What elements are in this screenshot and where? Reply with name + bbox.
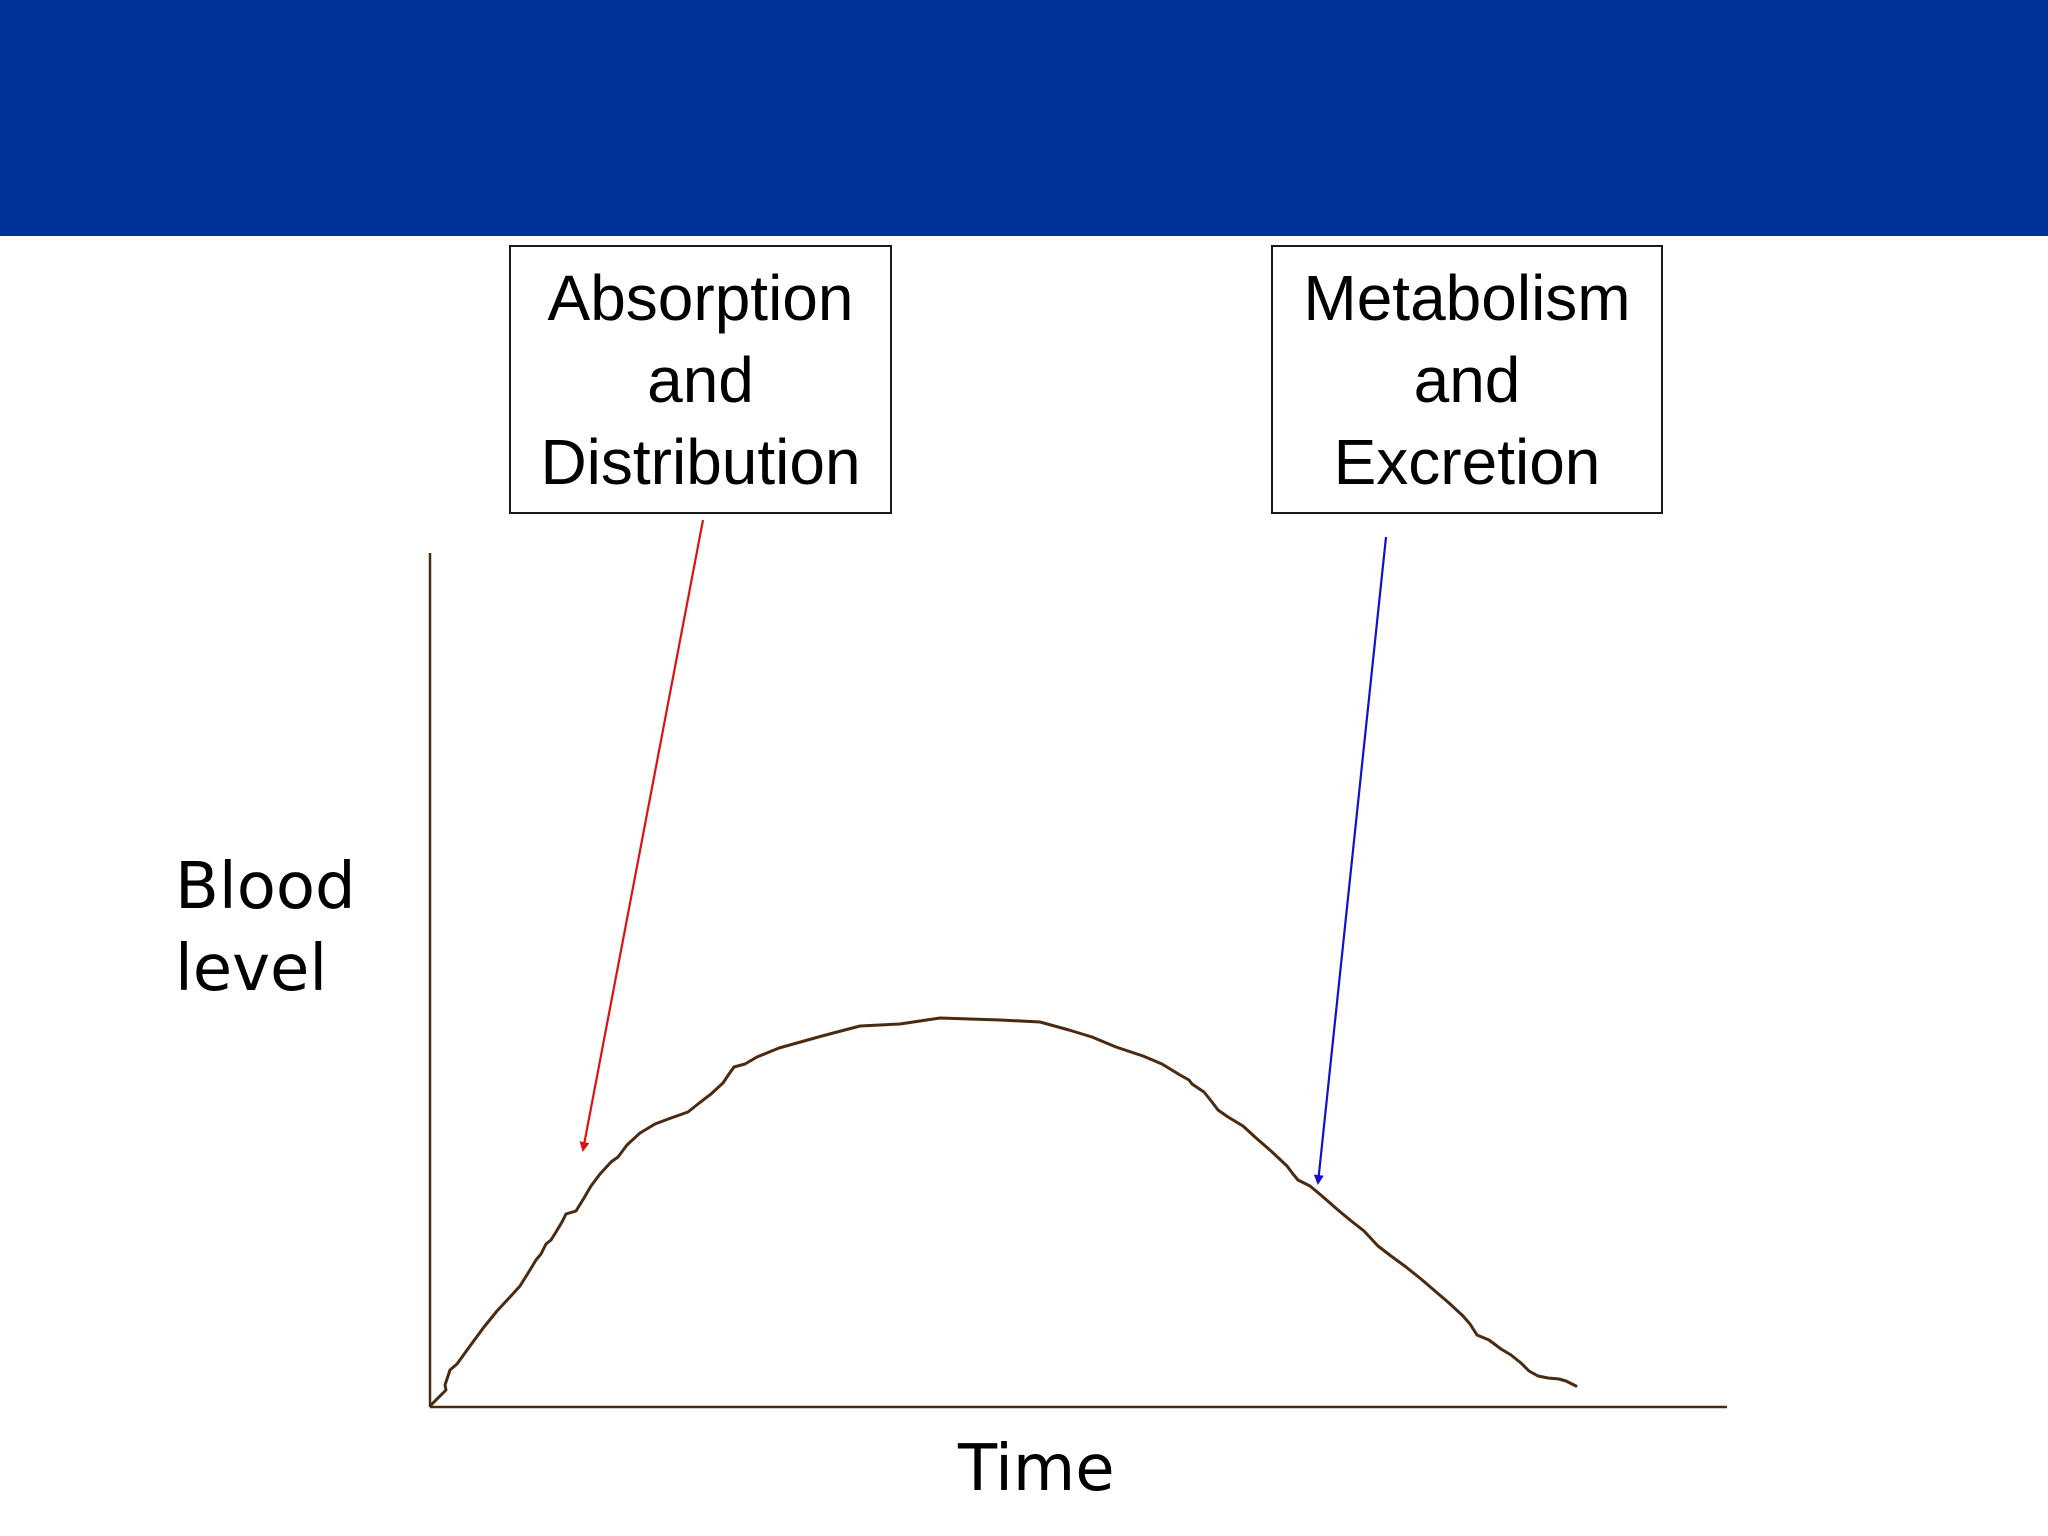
metabolism-line3: Excretion bbox=[1333, 425, 1601, 498]
metabolism-line1: Metabolism bbox=[1303, 261, 1631, 334]
header-band bbox=[0, 0, 2048, 236]
absorption-distribution-box: Absorption and Distribution bbox=[509, 245, 892, 514]
metabolism-excretion-box: Metabolism and Excretion bbox=[1271, 245, 1663, 514]
absorption-line2: and bbox=[647, 343, 754, 416]
blood-level-curve bbox=[429, 1016, 1578, 1407]
y-axis-label-line2: level bbox=[175, 932, 328, 1006]
metabolism-arrow bbox=[1313, 536, 1388, 1185]
y-axis-label: Blood level bbox=[175, 846, 356, 1010]
absorption-line3: Distribution bbox=[540, 425, 861, 498]
absorption-line1: Absorption bbox=[547, 261, 854, 334]
x-axis-label: Time bbox=[958, 1432, 1115, 1506]
y-axis-label-line1: Blood bbox=[175, 850, 356, 924]
absorption-arrow bbox=[579, 519, 705, 1152]
metabolism-line2: and bbox=[1413, 343, 1521, 416]
